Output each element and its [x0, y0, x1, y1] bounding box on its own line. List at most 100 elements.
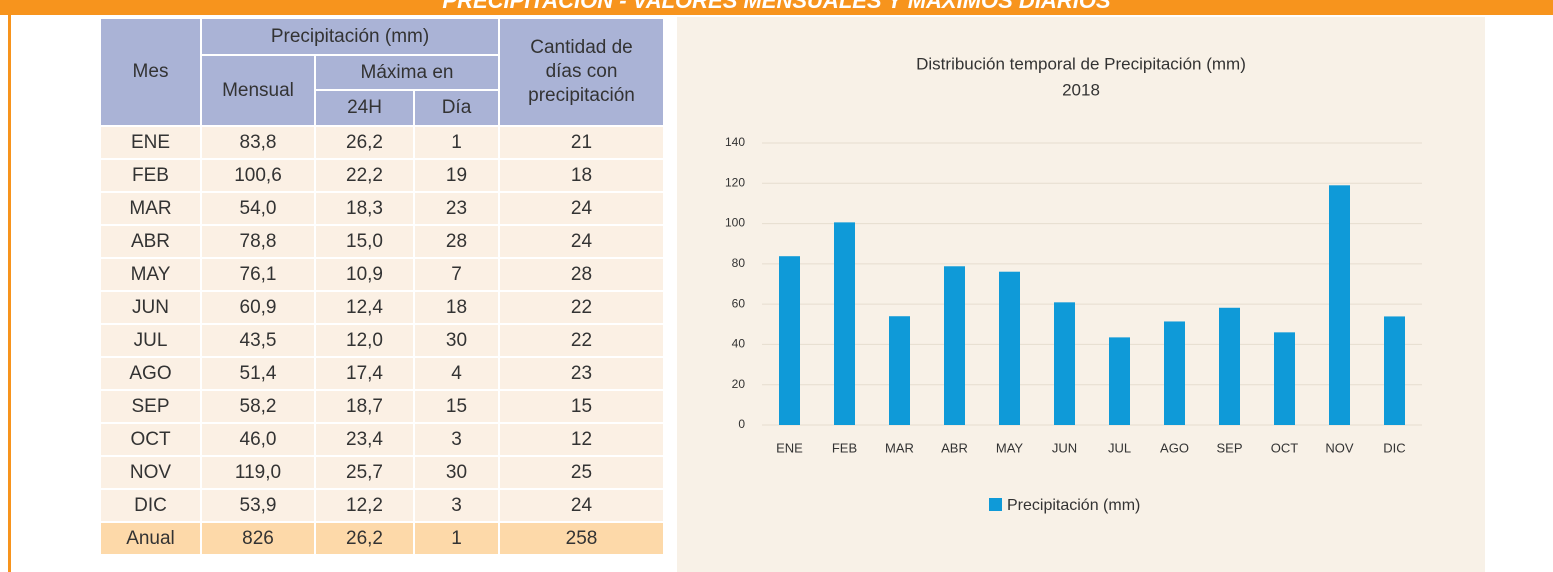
header-cell: Precipitación (mm) — [200, 17, 500, 56]
table-cell: 1 — [413, 125, 500, 160]
bar — [944, 266, 965, 425]
x-tick-label: SEP — [1216, 440, 1242, 455]
table-cell: 24 — [498, 488, 665, 523]
bar — [1384, 316, 1405, 425]
table-cell: 18,3 — [314, 191, 415, 226]
table-cell: 28 — [498, 257, 665, 292]
table-row: NOV 119,0 25,7 30 25 — [99, 455, 665, 490]
table-row: Anual 826 26,2 1 258 — [99, 521, 665, 556]
table-cell: JUN — [99, 290, 202, 325]
table-cell: 19 — [413, 158, 500, 193]
table-cell: 26,2 — [314, 521, 415, 556]
table-cell: 54,0 — [200, 191, 316, 226]
header-cell: 24H — [314, 89, 415, 127]
x-tick-label: FEB — [832, 440, 857, 455]
bar — [779, 256, 800, 425]
table-row: AGO 51,4 17,4 4 23 — [99, 356, 665, 391]
table-cell: 23,4 — [314, 422, 415, 457]
table-cell: 17,4 — [314, 356, 415, 391]
table-cell: 1 — [413, 521, 500, 556]
y-tick-label: 0 — [738, 417, 745, 431]
y-tick-label: 100 — [725, 216, 745, 230]
table-cell: ENE — [99, 125, 202, 160]
table-cell: 15,0 — [314, 224, 415, 259]
table-cell: 24 — [498, 224, 665, 259]
table-cell: 53,9 — [200, 488, 316, 523]
header-cell: Mensual — [200, 54, 316, 127]
y-tick-label: 140 — [725, 135, 745, 149]
table: Mes Precipitación (mm) Cantidad de días co… — [99, 17, 665, 556]
x-tick-label: NOV — [1325, 440, 1354, 455]
table-cell: 76,1 — [200, 257, 316, 292]
table-cell: 18,7 — [314, 389, 415, 424]
x-tick-label: JUN — [1052, 440, 1077, 455]
table-cell: 60,9 — [200, 290, 316, 325]
y-tick-label: 40 — [732, 337, 746, 351]
table-row: MAY 76,1 10,9 7 28 — [99, 257, 665, 292]
y-tick-label: 60 — [732, 296, 746, 310]
table-cell: SEP — [99, 389, 202, 424]
left-border — [8, 15, 11, 572]
header-text: Cantidad de días con precipitación — [528, 37, 635, 106]
table-cell: 30 — [413, 323, 500, 358]
header-cell: Cantidad de días con precipitación — [498, 17, 665, 127]
y-tick-label: 20 — [732, 377, 746, 391]
table-row: ENE 83,8 26,2 1 21 — [99, 125, 665, 160]
table-cell: 24 — [498, 191, 665, 226]
table-cell: 15 — [413, 389, 500, 424]
bar — [1054, 302, 1075, 425]
table-cell: 22 — [498, 323, 665, 358]
table-cell: MAR — [99, 191, 202, 226]
table-cell: 119,0 — [200, 455, 316, 490]
legend-swatch — [989, 498, 1002, 511]
table-cell: 15 — [498, 389, 665, 424]
bar — [1109, 337, 1130, 425]
bar — [999, 271, 1020, 425]
header-cell: Máxima en — [314, 54, 500, 91]
table-cell: 23 — [413, 191, 500, 226]
table-cell: MAY — [99, 257, 202, 292]
table-cell: 826 — [200, 521, 316, 556]
table-cell: 10,9 — [314, 257, 415, 292]
table-cell: 78,8 — [200, 224, 316, 259]
x-tick-label: OCT — [1271, 440, 1299, 455]
table-cell: 7 — [413, 257, 500, 292]
table-cell: 3 — [413, 488, 500, 523]
chart-title: Distribución temporal de Precipitación (… — [916, 54, 1246, 73]
legend-label: Precipitación (mm) — [1007, 497, 1140, 514]
y-tick-label: 120 — [725, 175, 745, 189]
table-cell: ABR — [99, 224, 202, 259]
table-cell: 12,2 — [314, 488, 415, 523]
table-cell: 25 — [498, 455, 665, 490]
table-row: JUL 43,5 12,0 30 22 — [99, 323, 665, 358]
table-row: SEP 58,2 18,7 15 15 — [99, 389, 665, 424]
y-tick-label: 80 — [732, 256, 746, 270]
bar — [889, 316, 910, 425]
table-cell: 25,7 — [314, 455, 415, 490]
table-row: JUN 60,9 12,4 18 22 — [99, 290, 665, 325]
table-cell: 12 — [498, 422, 665, 457]
bar — [1219, 307, 1240, 425]
table-cell: 43,5 — [200, 323, 316, 358]
table-cell: 51,4 — [200, 356, 316, 391]
table-cell: 22,2 — [314, 158, 415, 193]
table-cell: FEB — [99, 158, 202, 193]
chart-background — [677, 17, 1485, 572]
table-cell: 83,8 — [200, 125, 316, 160]
table-cell: 18 — [498, 158, 665, 193]
table-row: ABR 78,8 15,0 28 24 — [99, 224, 665, 259]
table-row: DIC 53,9 12,2 3 24 — [99, 488, 665, 523]
chart-subtitle: 2018 — [1062, 80, 1100, 99]
header-title: PRECIPITACIÓN - VALORES MENSUALES Y MÁXI… — [442, 0, 1111, 13]
x-tick-label: MAY — [996, 440, 1024, 455]
x-tick-label: DIC — [1383, 440, 1405, 455]
table-cell: 18 — [413, 290, 500, 325]
table-cell: OCT — [99, 422, 202, 457]
table-cell: 3 — [413, 422, 500, 457]
table-row: FEB 100,6 22,2 19 18 — [99, 158, 665, 193]
table-cell: 12,4 — [314, 290, 415, 325]
table-cell: 22 — [498, 290, 665, 325]
table-cell: 28 — [413, 224, 500, 259]
table-row: MAR 54,0 18,3 23 24 — [99, 191, 665, 226]
